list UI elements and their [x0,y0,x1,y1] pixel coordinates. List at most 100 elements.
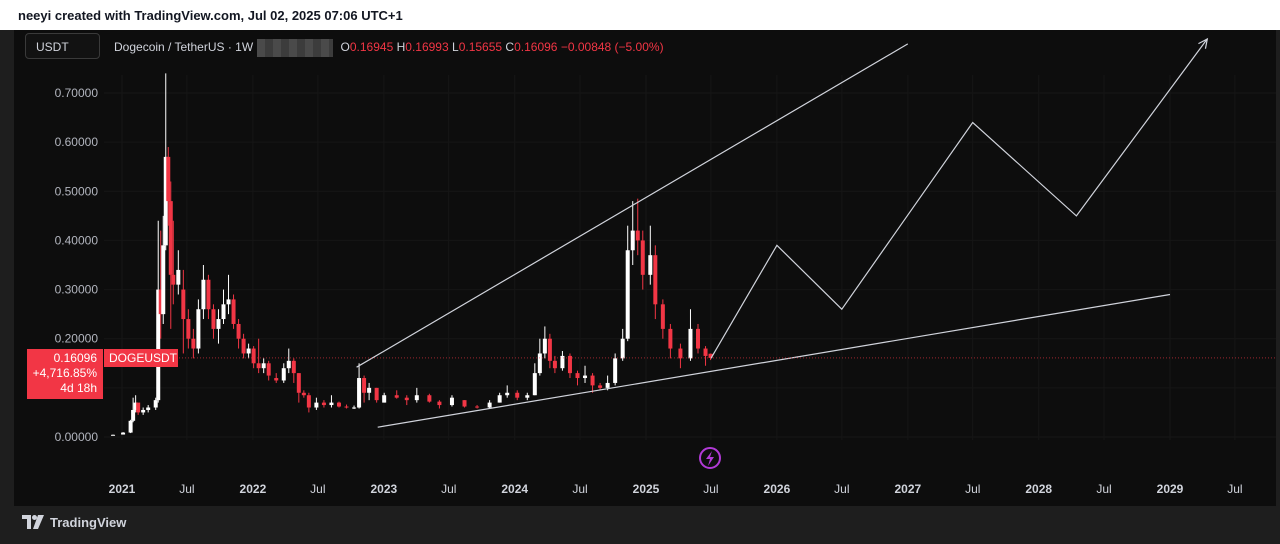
candle-body [552,360,557,369]
y-tick-label: 0.50000 [55,184,99,198]
x-tick-label: 2026 [764,482,791,496]
candles [111,73,713,436]
candle-body [261,363,266,369]
candle-body [367,387,372,393]
footer [0,506,1280,544]
tradingview-brand[interactable]: TradingView [22,514,126,530]
candle-body [688,328,693,359]
high-label: H [396,40,406,55]
candle-body [382,395,387,403]
candle-body [605,382,610,388]
candle-body [505,392,510,396]
candle-body [357,378,362,408]
x-tick-label: 2029 [1157,482,1184,496]
x-tick-label: Jul [179,482,194,496]
x-tick-label: 2025 [633,482,660,496]
x-tick-label: Jul [1227,482,1242,496]
candle-body [281,368,286,381]
candle-body [286,360,291,369]
candle-body [547,338,552,361]
drawings [356,37,1209,428]
candle-body [613,358,618,383]
candle-body [196,309,201,349]
candle-body [301,392,306,396]
candle-body [344,406,349,408]
currency-selector[interactable]: USDT [25,33,100,59]
candle-body [598,385,603,388]
candle-body [171,274,176,285]
high-value: 0.16993 [405,40,449,55]
candle-body [696,328,701,349]
candle-body [630,230,635,251]
price-badge: 0.16096 +4,716.85% 4d 18h DOGEUSDT [27,349,178,399]
x-tick-label: Jul [310,482,325,496]
x-tick-label: 2028 [1025,482,1052,496]
candle-body [241,338,246,354]
candle-body [449,397,454,406]
low-label: L [452,40,459,55]
close-value: 0.16096 [514,40,558,55]
price-badge-box [27,349,103,399]
candle-body [462,400,467,407]
candle-body [394,395,399,398]
x-tick-label: 2024 [501,482,528,496]
candle-body [427,395,432,402]
candle-body [133,402,138,410]
candle-body [153,400,158,408]
candle-body [111,434,116,436]
candle-body [542,338,547,354]
redacted-block [257,39,334,57]
x-tick-label: 2021 [109,482,136,496]
candle-body [176,269,181,285]
candle-body [128,420,133,433]
chart-panel[interactable] [14,30,1276,506]
y-tick-label: 0.70000 [55,86,99,100]
candle-body [168,201,173,275]
candle-body [191,338,196,349]
candle-body [487,402,492,408]
instrument-name[interactable]: Dogecoin / TetherUS · 1W [114,40,254,55]
tradingview-wordmark: TradingView [50,514,127,530]
grid [104,75,1276,440]
y-tick-label: 0.20000 [55,332,99,346]
candle-body [515,392,520,398]
x-tick-label: Jul [441,482,456,496]
x-tick-label: 2027 [894,482,921,496]
candle-body [525,395,530,398]
candle-body [314,402,319,408]
x-tick-label: Jul [572,482,587,496]
candle-body [660,304,665,329]
candle-body [640,240,645,275]
candle-body [703,348,708,356]
candle-body [648,255,653,275]
candle-body [231,299,236,324]
candle-body [226,299,231,305]
candle-body [668,328,673,349]
candle-body [537,353,542,374]
attribution-bar: neeyi created with TradingView.com, Jul … [0,0,1280,30]
candle-body [497,395,502,403]
candle-body [251,348,256,364]
symbol-label: DOGEUSDT [109,351,178,365]
candle-body [291,360,296,374]
lightning-icon[interactable] [699,447,721,469]
y-tick-label: 0.00000 [55,430,99,444]
candle-body [274,378,279,381]
candle-body [166,156,171,202]
x-axis: 2021 Jul 2022 Jul 2023 Jul 2024 Jul 2025 Jul 2026 J… [109,482,1243,496]
upper-trendline [356,43,909,368]
candle-body [590,375,595,386]
candle-body [560,355,565,369]
candle-body [620,338,625,359]
candle-body [121,432,126,435]
candle-body [131,409,136,421]
x-tick-label: 2023 [370,482,397,496]
candle-body [141,409,146,413]
price-badge-value: 0.16096 [54,351,98,365]
candle-body [206,279,211,310]
candle-body [136,402,141,413]
candle-body [625,250,630,339]
candle-body [216,319,221,329]
candle-body [362,378,367,393]
